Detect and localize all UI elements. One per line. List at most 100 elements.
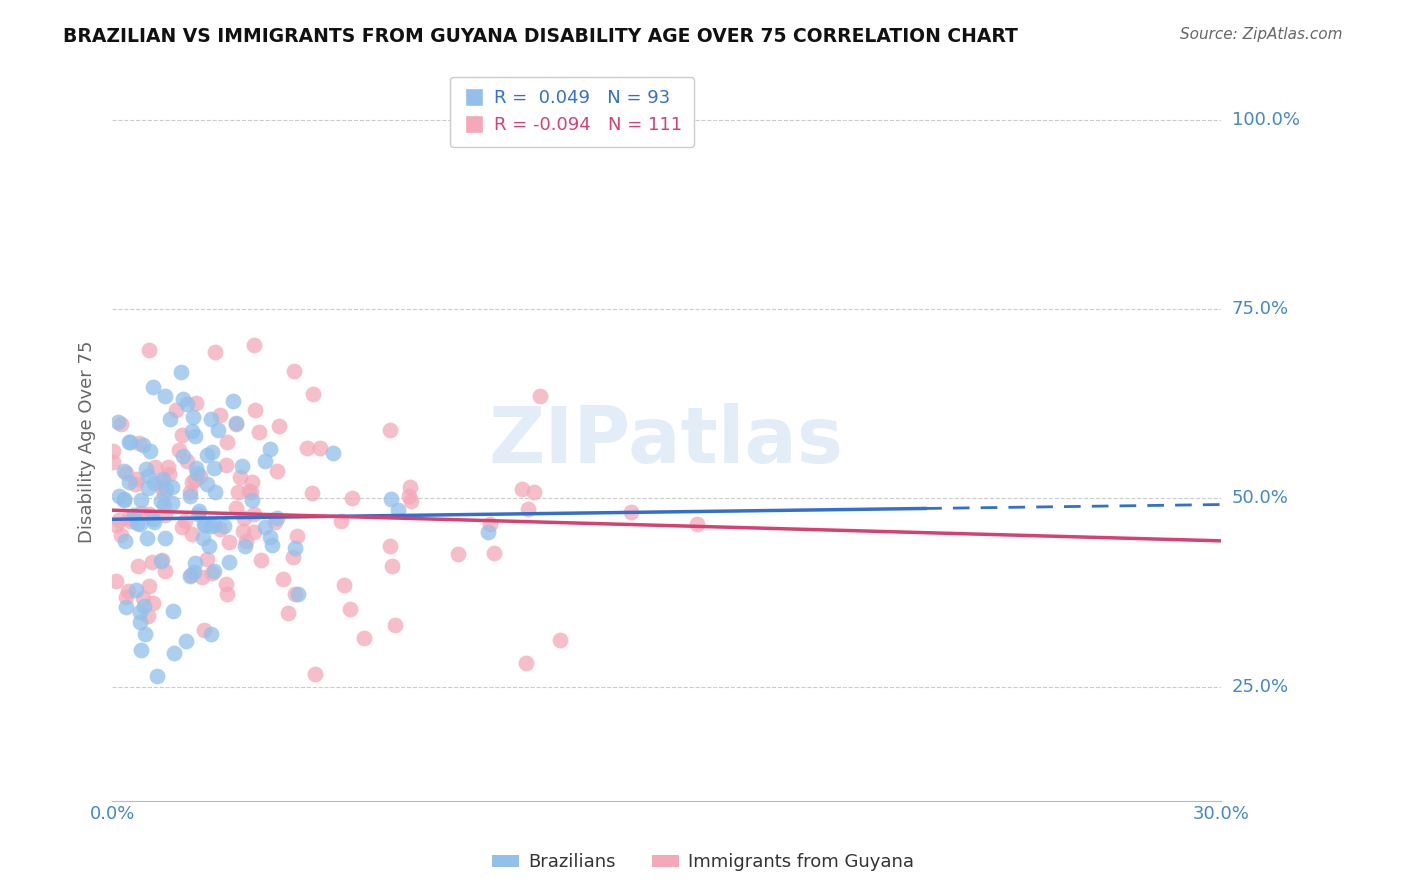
Point <box>104 518 127 533</box>
Point <box>157 467 180 482</box>
Y-axis label: Disability Age Over 75: Disability Age Over 75 <box>79 340 96 542</box>
Point <box>232 510 254 524</box>
Point <box>285 529 308 543</box>
Point <box>138 343 160 357</box>
Point <box>186 466 208 480</box>
Point <box>172 520 194 534</box>
Point <box>477 525 499 540</box>
Point <box>225 501 247 516</box>
Point <box>115 466 138 480</box>
Point <box>110 528 132 542</box>
Point <box>231 458 253 473</box>
Point <box>304 666 326 681</box>
Point <box>378 539 401 553</box>
Point <box>243 337 266 351</box>
Point <box>181 410 204 425</box>
Point <box>143 475 166 490</box>
Point <box>118 434 141 449</box>
Point <box>112 491 135 506</box>
Text: 50.0%: 50.0% <box>1232 489 1289 508</box>
Point <box>162 604 184 618</box>
Point <box>176 397 198 411</box>
Point <box>188 469 211 483</box>
Point <box>184 473 207 487</box>
Point <box>191 531 214 545</box>
Point <box>222 393 245 408</box>
Point <box>259 530 281 544</box>
Point <box>108 489 131 503</box>
Point <box>162 646 184 660</box>
Point <box>200 627 222 641</box>
Point <box>142 380 165 394</box>
Point <box>214 458 236 472</box>
Point <box>484 546 506 560</box>
Point <box>447 547 470 561</box>
Point <box>242 475 264 489</box>
Point <box>204 484 226 499</box>
Point <box>254 454 277 468</box>
Point <box>301 486 323 500</box>
Point <box>225 416 247 430</box>
Point <box>150 554 173 568</box>
Point <box>155 564 177 578</box>
Point <box>156 460 179 475</box>
Point <box>142 512 165 526</box>
Point <box>128 436 150 450</box>
Point <box>167 442 190 457</box>
Point <box>240 492 263 507</box>
Point <box>112 465 135 479</box>
Point <box>138 579 160 593</box>
Point <box>143 515 166 529</box>
Point <box>250 553 273 567</box>
Point <box>180 568 202 582</box>
Point <box>201 566 224 580</box>
Point <box>134 627 156 641</box>
Point <box>202 564 225 578</box>
Point <box>181 424 204 438</box>
Point <box>529 388 551 402</box>
Point <box>181 526 204 541</box>
Point <box>184 556 207 570</box>
Point <box>136 609 159 624</box>
Point <box>132 591 155 605</box>
Point <box>112 492 135 507</box>
Point <box>233 539 256 553</box>
Point <box>515 656 537 670</box>
Point <box>179 489 201 503</box>
Point <box>194 518 217 533</box>
Point <box>193 623 215 637</box>
Point <box>243 524 266 539</box>
Point <box>201 444 224 458</box>
Point <box>118 434 141 449</box>
Point <box>128 605 150 619</box>
Point <box>195 448 218 462</box>
Point <box>381 558 404 573</box>
Point <box>217 434 239 449</box>
Point <box>188 504 211 518</box>
Point <box>139 443 162 458</box>
Text: 25.0%: 25.0% <box>1232 678 1289 696</box>
Point <box>253 520 276 534</box>
Point <box>259 442 281 456</box>
Point <box>260 538 283 552</box>
Point <box>110 417 132 431</box>
Point <box>165 403 187 417</box>
Text: BRAZILIAN VS IMMIGRANTS FROM GUYANA DISABILITY AGE OVER 75 CORRELATION CHART: BRAZILIAN VS IMMIGRANTS FROM GUYANA DISA… <box>63 27 1018 45</box>
Point <box>153 532 176 546</box>
Point <box>107 415 129 429</box>
Point <box>215 587 238 601</box>
Point <box>283 364 305 378</box>
Point <box>179 485 201 500</box>
Point <box>132 437 155 451</box>
Point <box>208 408 231 422</box>
Point <box>200 412 222 426</box>
Point <box>399 480 422 494</box>
Legend: Brazilians, Immigrants from Guyana: Brazilians, Immigrants from Guyana <box>485 847 921 879</box>
Point <box>297 441 319 455</box>
Point <box>160 480 183 494</box>
Point <box>548 633 571 648</box>
Point <box>150 553 173 567</box>
Point <box>129 615 152 629</box>
Point <box>191 569 214 583</box>
Point <box>172 392 194 406</box>
